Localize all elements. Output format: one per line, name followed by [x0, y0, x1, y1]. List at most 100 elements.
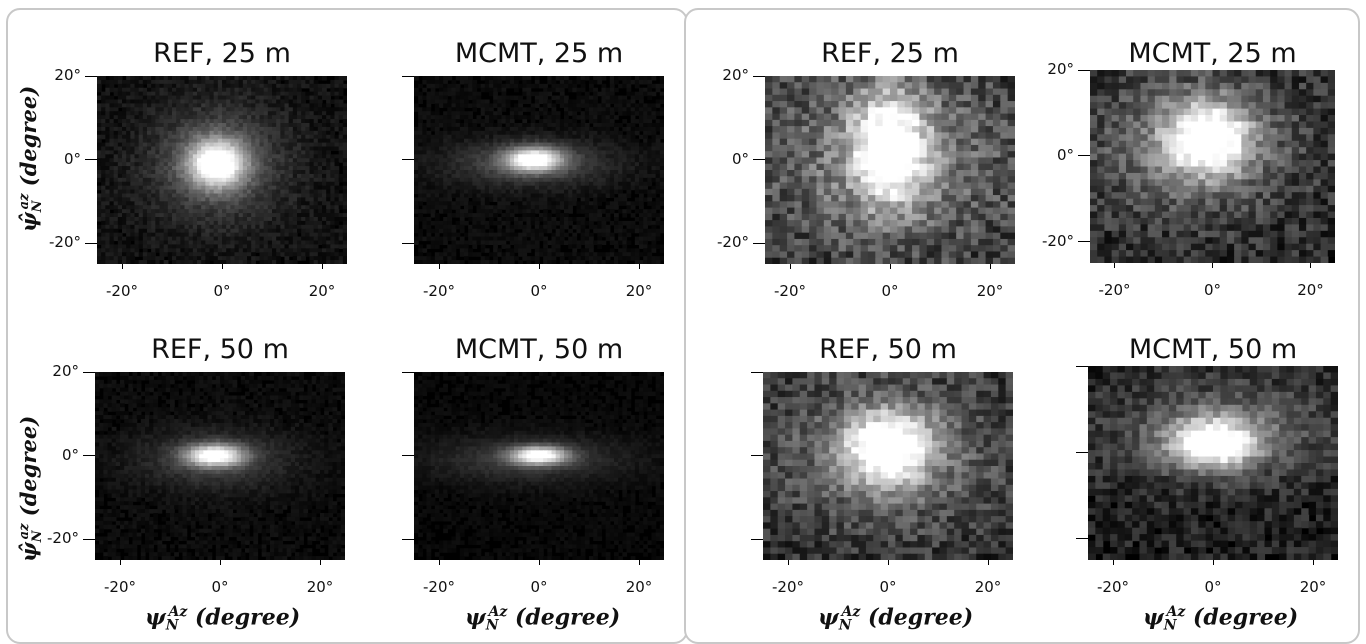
y-tick-mark: [753, 76, 765, 77]
heatmap-plot: [1088, 366, 1338, 560]
y-tick-mark: [83, 455, 95, 456]
heatmap-plot: [97, 76, 347, 264]
x-tick-mark: [1313, 560, 1314, 565]
x-tick-mark: [439, 560, 440, 565]
heatmap-plot: [765, 76, 1015, 264]
x-axis-label: ψNAz (degree): [1143, 604, 1298, 634]
y-tick-label: -20°: [1038, 232, 1074, 250]
y-tick-mark: [402, 243, 414, 244]
x-tick-label: -20°: [772, 282, 808, 300]
x-tick-mark: [439, 264, 440, 269]
x-tick-label: -20°: [770, 578, 806, 596]
x-axis-label: ψNAz (degree): [145, 604, 300, 634]
y-tick-label: -20°: [43, 529, 79, 547]
x-tick-mark: [790, 264, 791, 269]
x-tick-label: -20°: [104, 282, 140, 300]
x-tick-mark: [322, 264, 323, 269]
x-tick-mark: [539, 264, 540, 269]
y-tick-mark: [1078, 70, 1090, 71]
y-tick-mark: [1076, 452, 1088, 453]
x-tick-label: 0°: [521, 578, 557, 596]
x-axis-label: ψNAz (degree): [465, 604, 620, 634]
heatmap-plot: [1090, 70, 1335, 263]
y-tick-label: -20°: [713, 233, 749, 251]
heatmap-plot: [95, 372, 345, 560]
x-tick-mark: [1114, 263, 1115, 268]
y-tick-mark: [85, 243, 97, 244]
x-tick-mark: [639, 264, 640, 269]
y-tick-mark: [83, 372, 95, 373]
x-tick-mark: [888, 560, 889, 565]
y-tick-mark: [402, 455, 414, 456]
y-tick-mark: [751, 372, 763, 373]
plot-title: MCMT, 25 m: [389, 38, 689, 69]
x-tick-label: 20°: [302, 578, 338, 596]
x-tick-mark: [890, 264, 891, 269]
y-tick-label: 20°: [1038, 60, 1074, 78]
y-tick-label: 0°: [1038, 146, 1074, 164]
x-tick-label: -20°: [421, 282, 457, 300]
x-tick-label: 0°: [872, 282, 908, 300]
x-tick-mark: [788, 560, 789, 565]
y-tick-mark: [1076, 366, 1088, 367]
x-tick-label: 20°: [304, 282, 340, 300]
plot-title: REF, 50 m: [70, 334, 370, 365]
y-tick-label: 0°: [43, 446, 79, 464]
y-tick-mark: [402, 76, 414, 77]
heatmap-plot: [414, 76, 664, 264]
y-tick-mark: [753, 159, 765, 160]
x-tick-mark: [990, 264, 991, 269]
plot-title: MCMT, 25 m: [1063, 38, 1363, 69]
y-tick-label: 0°: [713, 150, 749, 168]
plot-title: REF, 50 m: [738, 334, 1038, 365]
y-tick-mark: [402, 159, 414, 160]
y-tick-label: 0°: [45, 150, 81, 168]
x-tick-mark: [222, 264, 223, 269]
x-tick-mark: [120, 560, 121, 565]
y-tick-mark: [85, 159, 97, 160]
x-axis-label: ψNAz (degree): [818, 604, 973, 634]
plot-title: MCMT, 50 m: [1063, 334, 1363, 365]
x-tick-mark: [1310, 263, 1311, 268]
x-tick-label: -20°: [421, 578, 457, 596]
y-tick-mark: [753, 243, 765, 244]
x-tick-label: 0°: [204, 282, 240, 300]
y-tick-mark: [1078, 155, 1090, 156]
heatmap-plot: [414, 372, 664, 560]
x-tick-mark: [1212, 263, 1213, 268]
x-tick-label: 0°: [202, 578, 238, 596]
y-tick-mark: [402, 372, 414, 373]
plot-title: REF, 25 m: [740, 38, 1040, 69]
x-tick-mark: [122, 264, 123, 269]
x-tick-mark: [220, 560, 221, 565]
x-tick-label: -20°: [1095, 578, 1131, 596]
y-tick-mark: [1078, 241, 1090, 242]
x-tick-mark: [1213, 560, 1214, 565]
x-tick-mark: [639, 560, 640, 565]
x-tick-label: 20°: [972, 282, 1008, 300]
x-tick-label: 20°: [621, 282, 657, 300]
y-tick-mark: [1076, 538, 1088, 539]
x-tick-label: 0°: [1195, 578, 1231, 596]
y-axis-label: ψ̂Naz (degree): [16, 86, 45, 232]
x-tick-label: -20°: [1097, 281, 1133, 299]
x-tick-label: 20°: [1295, 578, 1331, 596]
x-tick-mark: [1113, 560, 1114, 565]
y-tick-label: -20°: [45, 233, 81, 251]
y-axis-label: ψ̂Naz (degree): [16, 416, 45, 562]
x-tick-label: 20°: [1293, 281, 1329, 299]
x-tick-label: 0°: [521, 282, 557, 300]
y-tick-mark: [751, 539, 763, 540]
y-tick-label: 20°: [713, 66, 749, 84]
plot-title: REF, 25 m: [72, 38, 372, 69]
x-tick-label: 0°: [870, 578, 906, 596]
y-tick-mark: [83, 539, 95, 540]
heatmap-plot: [763, 372, 1013, 560]
x-tick-label: 0°: [1195, 281, 1231, 299]
x-tick-mark: [320, 560, 321, 565]
x-tick-mark: [988, 560, 989, 565]
y-tick-label: 20°: [45, 66, 81, 84]
y-tick-mark: [402, 539, 414, 540]
x-tick-mark: [539, 560, 540, 565]
y-tick-mark: [751, 455, 763, 456]
